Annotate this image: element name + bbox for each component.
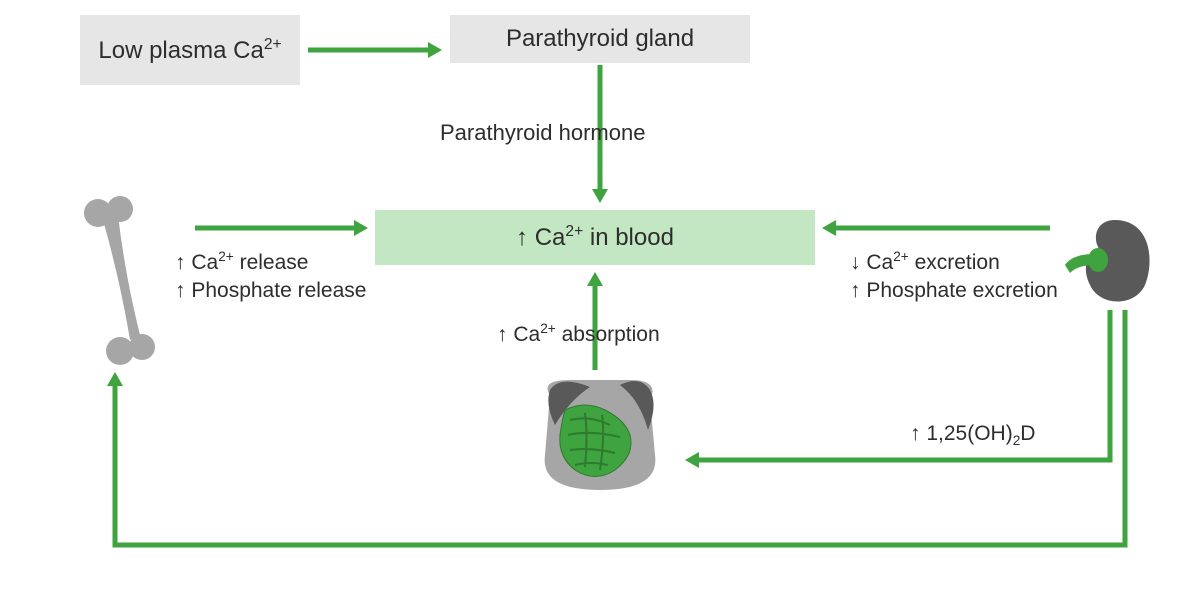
arrowhead-kidney-to-bone (107, 372, 123, 386)
box-parathyroid: Parathyroid gland (450, 15, 750, 63)
label-ca-release: ↑ Ca2+ release ↑ Phosphate release (175, 248, 366, 306)
label-ca-excretion: ↓ Ca2+ excretion ↑ Phosphate excretion (850, 248, 1058, 306)
label-vitd: ↑ 1,25(OH)2D (910, 420, 1035, 451)
label-ca-excretion-l2: ↑ Phosphate excretion (850, 277, 1058, 305)
label-vitd-text: ↑ 1,25(OH)2D (910, 422, 1035, 445)
label-pth: Parathyroid hormone (440, 118, 645, 148)
label-ca-release-l2: ↑ Phosphate release (175, 277, 366, 305)
arrowhead-intestine-to-blood (587, 272, 603, 286)
box-parathyroid-text: Parathyroid gland (506, 25, 694, 53)
box-low-plasma: Low plasma Ca2+ (80, 15, 300, 85)
box-ca-blood: ↑ Ca2+ in blood (375, 210, 815, 265)
arrowhead-parathyroid-to-blood (592, 189, 608, 203)
arrowhead-kidney-to-blood (822, 220, 836, 236)
label-pth-text: Parathyroid hormone (440, 120, 645, 145)
arrow-kidney-to-intestine (693, 310, 1110, 460)
diagram-canvas: { "colors": { "box_gray_bg": "#e6e6e6", … (0, 0, 1200, 590)
arrowhead-kidney-to-intestine (685, 452, 699, 468)
box-low-plasma-text: Low plasma Ca2+ (98, 36, 281, 65)
box-ca-blood-text: ↑ Ca2+ in blood (516, 223, 674, 252)
label-ca-absorption-text: ↑ Ca2+ absorption (497, 323, 660, 346)
arrowhead-bone-to-blood (354, 220, 368, 236)
label-ca-excretion-l1: ↓ Ca2+ excretion (850, 248, 1058, 277)
label-ca-absorption: ↑ Ca2+ absorption (497, 320, 660, 349)
intestine-icon (530, 375, 670, 495)
label-ca-release-l1: ↑ Ca2+ release (175, 248, 366, 277)
arrowhead-low-to-parathyroid (428, 42, 442, 58)
kidney-icon (1060, 215, 1155, 305)
bone-icon (70, 195, 170, 365)
